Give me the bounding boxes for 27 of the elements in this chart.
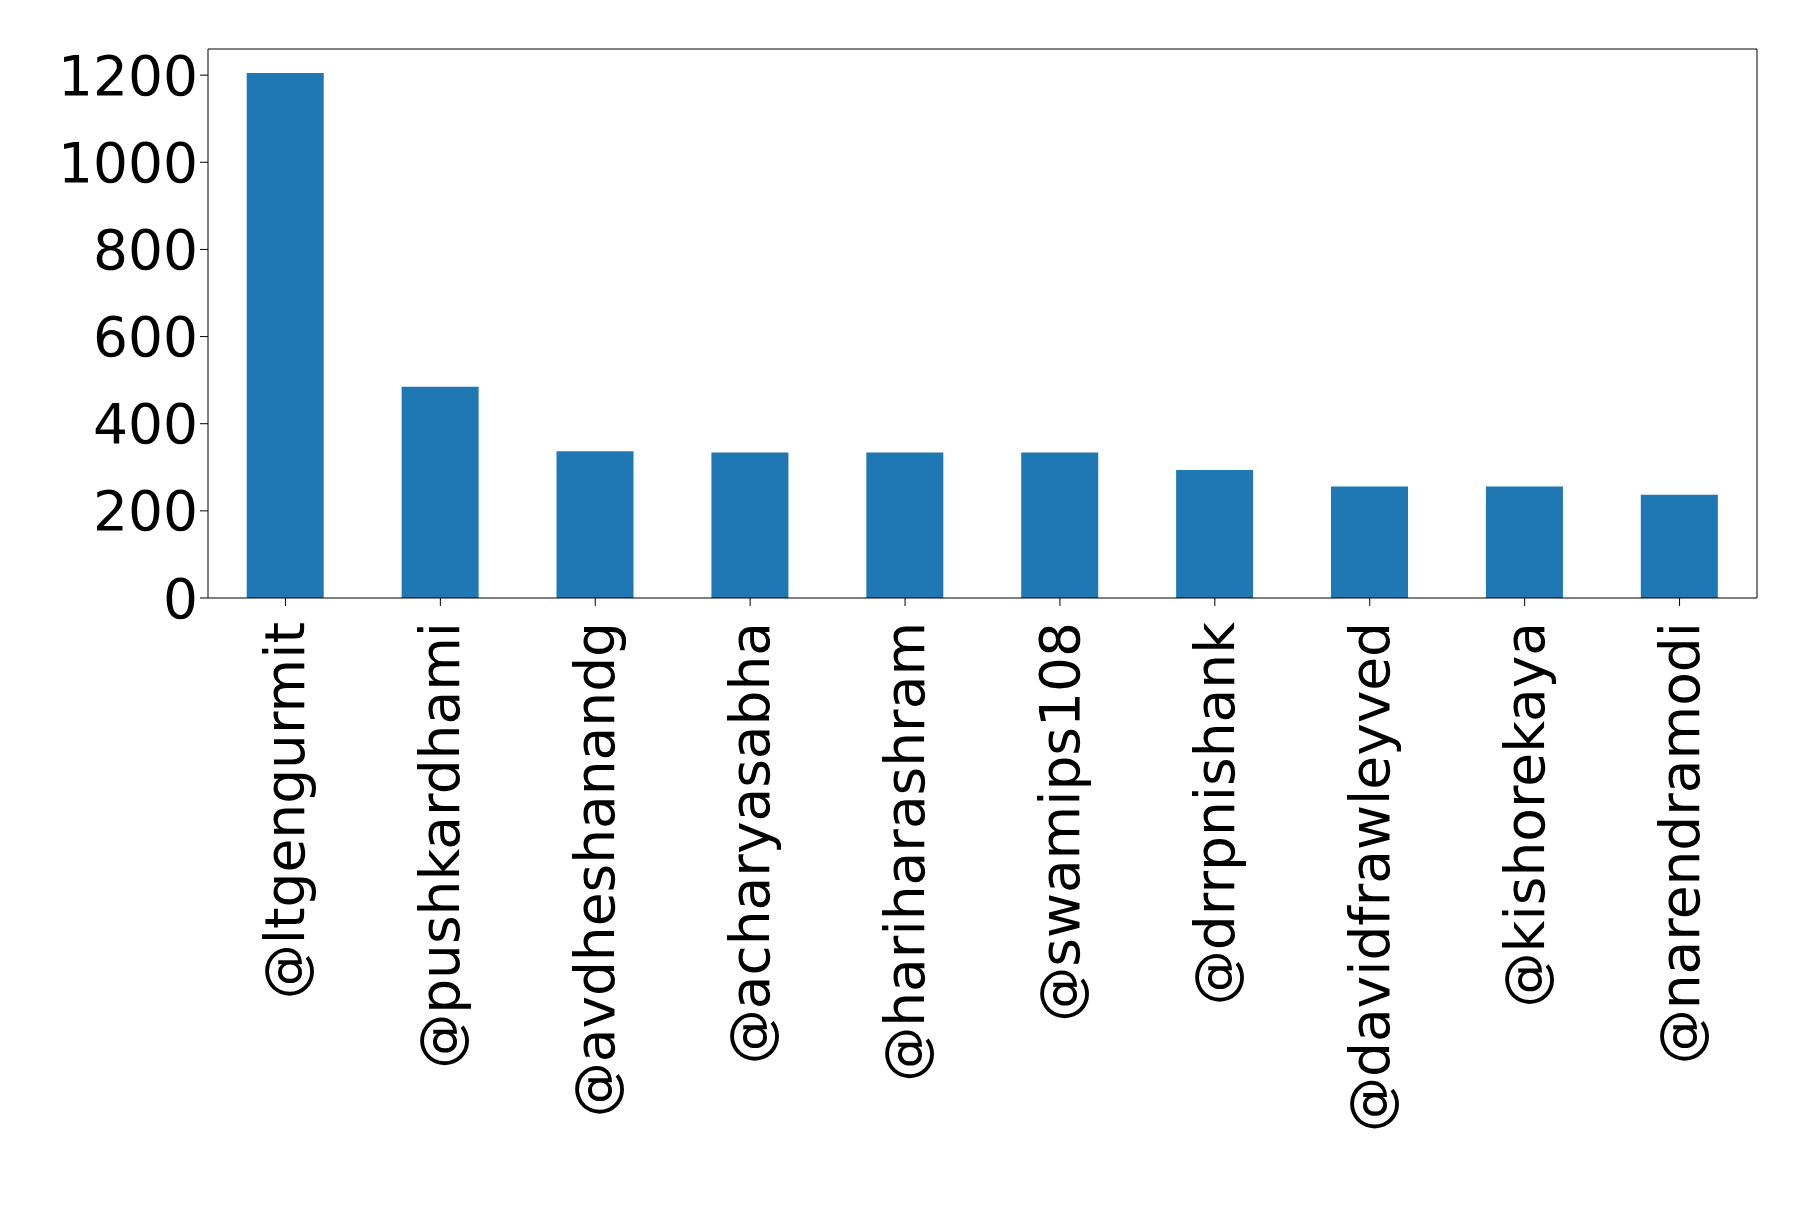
y-tick-label: 1200 — [58, 43, 198, 108]
x-tick-label: @acharyasabha — [718, 622, 783, 1065]
bar — [1176, 469, 1254, 598]
y-tick-label: 600 — [93, 305, 198, 370]
y-tick-label: 200 — [93, 479, 198, 544]
x-tick-label: @narendramodi — [1647, 622, 1712, 1065]
bar — [556, 451, 634, 598]
x-tick-label: @kishorekaya — [1492, 622, 1557, 1008]
x-tick-label: @swamips108 — [1027, 622, 1092, 1022]
y-tick-label: 1000 — [58, 130, 198, 195]
bar — [401, 386, 479, 598]
bar — [1640, 494, 1718, 598]
y-tick-label: 800 — [93, 217, 198, 282]
y-tick-label: 400 — [93, 392, 198, 457]
y-tick-label: 0 — [163, 566, 198, 631]
x-tick-label: @pushkardhami — [408, 622, 473, 1069]
bar — [711, 452, 789, 598]
x-tick-label: @drrpnishank — [1182, 621, 1247, 1006]
bar — [866, 452, 944, 598]
x-tick-label: @ltgengurmit — [253, 622, 318, 1000]
bar — [246, 72, 324, 598]
bar — [1485, 486, 1563, 598]
x-tick-label: @hariharashram — [873, 622, 938, 1082]
x-tick-label: @avdheshanandg — [563, 622, 628, 1118]
bar — [1021, 452, 1099, 598]
x-tick-label: @davidfrawleyved — [1337, 622, 1402, 1132]
bar — [1331, 486, 1409, 598]
